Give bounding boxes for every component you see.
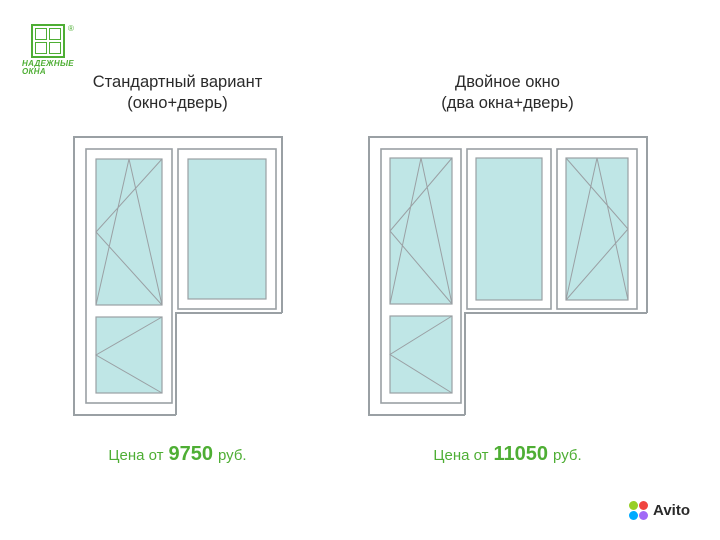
option-title: Стандартный вариант (окно+дверь) <box>93 72 263 113</box>
avito-text: Avito <box>653 502 690 519</box>
avito-watermark: Avito <box>629 501 690 520</box>
product-option: Стандартный вариант (окно+дверь) Цена от… <box>68 72 288 466</box>
brand-logo: ® НАДЕЖНЫЕ ОКНА <box>22 24 74 77</box>
logo-window-icon <box>31 24 65 58</box>
option-title: Двойное окно (два окна+дверь) <box>441 72 573 113</box>
window-diagram <box>68 131 288 421</box>
options-row: Стандартный вариант (окно+дверь) Цена от… <box>0 72 720 466</box>
price-line: Цена от 11050 руб. <box>433 443 581 466</box>
avito-dots-icon <box>629 501 648 520</box>
registered-mark: ® <box>68 24 74 33</box>
product-option: Двойное окно (два окна+дверь) Цена от 11… <box>363 72 653 466</box>
price-line: Цена от 9750 руб. <box>108 443 246 466</box>
window-diagram <box>363 131 653 421</box>
